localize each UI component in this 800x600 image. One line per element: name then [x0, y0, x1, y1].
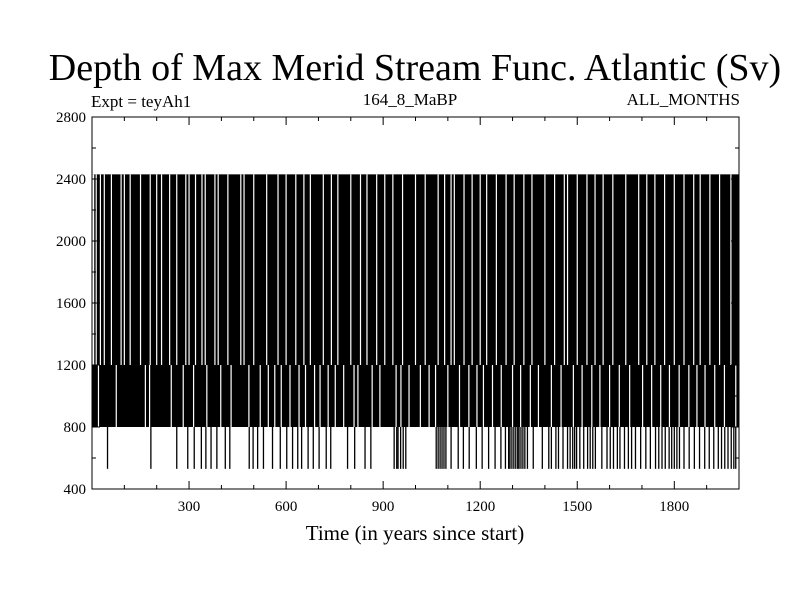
y-tick-label: 1200: [56, 358, 86, 374]
period-label: 164_8_MaBP: [363, 90, 457, 109]
x-tick-label: 600: [275, 499, 298, 515]
y-tick-label: 800: [64, 420, 87, 436]
months-label: ALL_MONTHS: [627, 90, 740, 109]
x-axis-label: Time (in years since start): [306, 521, 525, 545]
chart-title: Depth of Max Merid Stream Func. Atlantic…: [49, 47, 781, 89]
x-tick-label: 1500: [562, 499, 592, 515]
y-tick-label: 2800: [56, 110, 86, 126]
y-tick-label: 2000: [56, 234, 86, 250]
x-tick-label: 900: [372, 499, 395, 515]
x-tick-label: 1200: [465, 499, 495, 515]
y-tick-label: 400: [64, 482, 87, 498]
x-tick-label: 1800: [659, 499, 689, 515]
x-tick-label: 300: [178, 499, 201, 515]
data-series: [92, 174, 739, 469]
y-tick-label: 1600: [56, 296, 86, 312]
y-tick-label: 2400: [56, 172, 86, 188]
experiment-label: Expt = teyAh1: [91, 92, 191, 111]
axes: 400 800 1200 1600 2000 2400 2800 300 600 900 1200 1…: [56, 110, 739, 515]
